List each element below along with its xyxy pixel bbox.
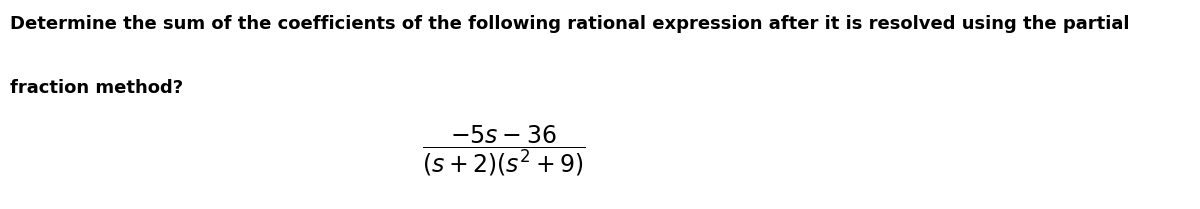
Text: $\dfrac{-5s - 36}{(s + 2)(s^2 + 9)}$: $\dfrac{-5s - 36}{(s + 2)(s^2 + 9)}$ [422, 123, 586, 178]
Text: fraction method?: fraction method? [10, 79, 182, 97]
Text: Determine the sum of the coefficients of the following rational expression after: Determine the sum of the coefficients of… [10, 15, 1129, 33]
